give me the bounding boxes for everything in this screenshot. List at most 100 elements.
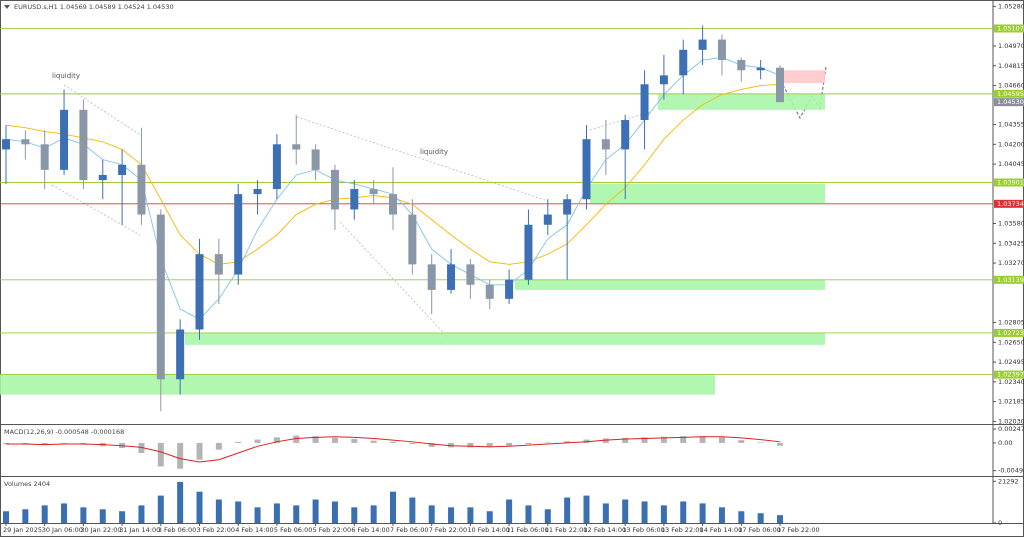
panel-title: MACD(12,26,9) -0.000548 -0.000168 bbox=[4, 428, 124, 436]
candle-body bbox=[234, 194, 243, 275]
y-tick-label: 1.04970 bbox=[998, 42, 1024, 50]
bar bbox=[61, 442, 68, 444]
bar bbox=[293, 435, 300, 443]
bar bbox=[757, 513, 764, 523]
bar bbox=[41, 442, 48, 446]
drawings bbox=[51, 84, 651, 346]
candle-body bbox=[156, 214, 165, 380]
bar bbox=[61, 503, 68, 523]
x-tick-label: 29 Jan 2025 bbox=[3, 526, 42, 534]
candle-body bbox=[679, 49, 688, 76]
bar bbox=[41, 505, 48, 523]
bar bbox=[196, 442, 203, 460]
bar bbox=[390, 491, 396, 523]
candle-body bbox=[330, 169, 339, 210]
bar bbox=[351, 507, 358, 523]
candle-body bbox=[698, 39, 707, 50]
bar bbox=[370, 505, 377, 523]
trendline bbox=[63, 84, 143, 137]
bar bbox=[409, 497, 416, 523]
candle-body bbox=[272, 144, 281, 190]
candle-body bbox=[582, 139, 591, 200]
x-tick-label: 12 Feb 14:00 bbox=[584, 526, 627, 534]
trendline bbox=[339, 221, 456, 346]
bar bbox=[351, 439, 358, 443]
level-label-bg bbox=[994, 199, 1024, 208]
zone bbox=[515, 279, 825, 290]
candle-body bbox=[737, 60, 746, 71]
bar bbox=[544, 509, 551, 523]
menu-icon[interactable] bbox=[4, 5, 10, 9]
candle-body bbox=[60, 109, 69, 170]
y-tick-label: 1.02805 bbox=[998, 318, 1024, 326]
x-tick-label: 11 Feb 22:00 bbox=[545, 526, 588, 534]
bar bbox=[235, 441, 242, 443]
bar bbox=[525, 442, 532, 445]
level-label: 1.03139 bbox=[997, 276, 1024, 284]
bar bbox=[370, 440, 377, 443]
candle-body bbox=[524, 224, 533, 280]
candle-body bbox=[601, 139, 610, 150]
x-tick-label: 6 Feb 14:00 bbox=[351, 526, 390, 534]
candle-body bbox=[563, 199, 572, 215]
y-tick-label: 1.02650 bbox=[998, 338, 1024, 346]
candle-body bbox=[2, 139, 10, 150]
x-tick-label: 13 Feb 06:00 bbox=[622, 526, 665, 534]
y-tick-label: 0 bbox=[998, 519, 1002, 527]
annotation: liquidity bbox=[52, 72, 80, 80]
candle-body bbox=[369, 189, 378, 195]
bar bbox=[641, 437, 648, 443]
y-tick-label: 1.04660 bbox=[998, 82, 1024, 90]
last-price-label: 1.04530 bbox=[997, 98, 1024, 106]
bar bbox=[602, 438, 609, 443]
candle-body bbox=[79, 109, 88, 181]
candle-body bbox=[505, 279, 514, 299]
bar bbox=[699, 436, 706, 443]
bar bbox=[718, 507, 725, 523]
y-tick-label: 1.04815 bbox=[998, 62, 1024, 70]
y-tick-label: 1.02495 bbox=[998, 358, 1024, 366]
candle-body bbox=[98, 174, 107, 181]
candle-body bbox=[195, 254, 204, 330]
bar bbox=[254, 439, 261, 443]
level-label-bg bbox=[994, 89, 1024, 98]
x-tick-label: 31 Jan 14:00 bbox=[119, 526, 160, 534]
bar bbox=[641, 501, 648, 523]
y-tick-label: 21292 bbox=[998, 477, 1019, 485]
bar bbox=[138, 505, 145, 523]
y-tick-label: 1.04045 bbox=[998, 160, 1024, 168]
level-label-bg bbox=[994, 24, 1024, 33]
bar bbox=[506, 499, 513, 523]
bar bbox=[157, 442, 164, 467]
bar bbox=[119, 511, 126, 523]
bar bbox=[215, 442, 222, 450]
bar bbox=[564, 441, 571, 443]
x-tick-label: 11 Feb 06:00 bbox=[506, 526, 549, 534]
y-tick-label: 1.02340 bbox=[998, 378, 1024, 386]
bar bbox=[525, 505, 532, 523]
candle-body bbox=[640, 84, 649, 121]
candle-body bbox=[350, 189, 359, 210]
bar bbox=[177, 481, 184, 523]
x-tick-label: 30 Jan 22:00 bbox=[80, 526, 121, 534]
bar bbox=[138, 442, 145, 454]
candle-body bbox=[40, 144, 49, 170]
level-label-bg bbox=[994, 275, 1024, 284]
bar bbox=[583, 439, 590, 443]
bar bbox=[660, 505, 667, 523]
y-tick-label: 1.03425 bbox=[998, 239, 1024, 247]
y-tick-label: 1.03580 bbox=[998, 219, 1024, 227]
bar bbox=[215, 499, 222, 523]
signal-line bbox=[6, 436, 781, 463]
bar bbox=[80, 507, 87, 523]
x-tick-label: 7 Feb 06:00 bbox=[390, 526, 429, 534]
zone bbox=[0, 374, 715, 395]
level-label: 1.02397 bbox=[997, 371, 1024, 379]
bar bbox=[564, 497, 571, 523]
bar bbox=[428, 442, 435, 447]
bar bbox=[312, 499, 319, 523]
bar bbox=[583, 495, 590, 523]
candle-body bbox=[176, 329, 185, 380]
candle-body bbox=[466, 264, 475, 285]
